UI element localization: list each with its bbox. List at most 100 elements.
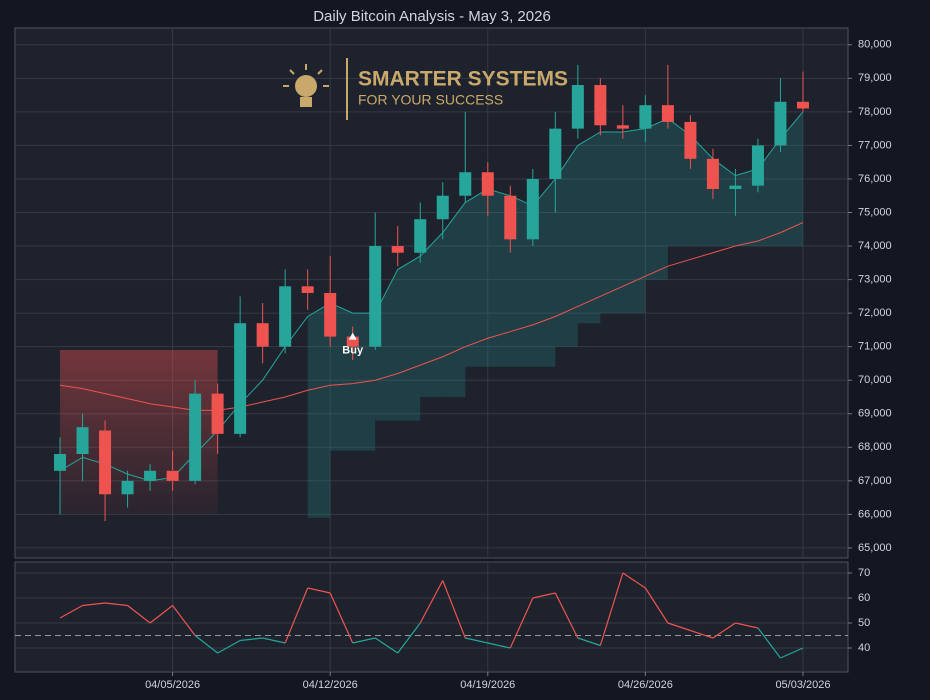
candle-body <box>729 185 742 190</box>
moving-average <box>59 111 804 482</box>
y-tick-label: 70,000 <box>858 374 892 386</box>
candle-body <box>279 286 292 347</box>
rsi-segment <box>712 622 736 639</box>
rsi-segment <box>644 587 669 624</box>
y-tick-label: 71,000 <box>858 341 892 353</box>
rsi-segment <box>307 587 331 594</box>
stop-band <box>420 232 443 397</box>
logo-bulb-base <box>300 97 312 107</box>
candle-body <box>391 246 404 253</box>
candle-body <box>369 246 382 347</box>
moving-average <box>59 222 804 411</box>
rsi-segment <box>127 605 151 624</box>
logo <box>283 58 348 120</box>
x-tick-label: 04/26/2026 <box>618 679 673 691</box>
candle-body <box>594 85 607 126</box>
x-tick-label: 04/05/2026 <box>145 679 200 691</box>
y-tick-label: 50 <box>858 617 870 629</box>
rsi-segment <box>622 572 646 589</box>
candle-body <box>346 336 359 347</box>
y-tick-label: 40 <box>858 642 870 654</box>
candle-body <box>504 195 517 240</box>
rsi-segment <box>419 580 444 624</box>
logo-bulb <box>295 75 317 97</box>
candle-body <box>189 393 202 481</box>
candle-body <box>661 105 674 122</box>
y-tick-label: 72,000 <box>858 307 892 319</box>
logo-rays <box>283 64 329 87</box>
y-tick-label: 60 <box>858 592 870 604</box>
candle-body <box>706 158 719 190</box>
candle-body <box>459 172 472 196</box>
y-tick-label: 67,000 <box>858 475 892 487</box>
rsi-segment <box>82 602 106 607</box>
stop-band <box>622 128 646 314</box>
rsi-segment <box>442 580 466 639</box>
y-tick-label: 66,000 <box>858 508 892 520</box>
candle-body <box>324 293 337 337</box>
candle-body <box>549 128 562 179</box>
candle-body <box>76 427 89 455</box>
candle-body <box>571 85 584 129</box>
candle-body <box>616 125 629 129</box>
candle-body <box>121 480 134 495</box>
rsi-segment <box>59 604 83 619</box>
y-tick-label: 69,000 <box>858 408 892 420</box>
candle-body <box>639 105 652 129</box>
candle-body <box>256 323 269 347</box>
rsi-segment <box>532 592 556 599</box>
rsi-segment <box>217 639 241 654</box>
rsi-segment <box>329 592 354 644</box>
stop-band <box>645 118 668 280</box>
plot-layer: 04/05/2026 04/12/2026 04/19/2026 04/26/2026… <box>15 28 892 691</box>
logo-title: SMARTER SYSTEMS <box>358 68 568 91</box>
y-tick-label: 78,000 <box>858 106 892 118</box>
candle-body <box>54 454 67 471</box>
candle-body <box>166 470 179 481</box>
stop-band <box>555 145 578 347</box>
rsi-segment <box>735 622 759 629</box>
candle-body <box>774 101 787 146</box>
rsi-segment <box>284 587 309 644</box>
y-tick-label: 74,000 <box>858 240 892 252</box>
rsi-segment <box>352 637 376 644</box>
stop-band <box>577 131 601 324</box>
x-tick-label: 04/12/2026 <box>303 679 358 691</box>
rsi-segment <box>104 602 128 607</box>
buy-marker <box>348 332 357 340</box>
y-tick-label: 79,000 <box>858 72 892 84</box>
rsi-segment <box>509 597 534 649</box>
x-tick-label: 05/03/2026 <box>775 679 830 691</box>
chart-title: Daily Bitcoin Analysis - May 3, 2026 <box>313 8 551 25</box>
y-tick-label: 76,000 <box>858 173 892 185</box>
candle-body <box>414 219 427 253</box>
annotation: Buy <box>342 345 364 357</box>
y-tick-label: 70 <box>858 567 870 579</box>
stop-band <box>600 131 623 314</box>
rsi-panel <box>14 561 849 673</box>
y-tick-label: 77,000 <box>858 139 892 151</box>
rsi-segment <box>554 592 579 639</box>
rsi-segment <box>172 605 196 636</box>
rsi-segment <box>599 572 624 646</box>
rsi-segment <box>194 635 218 654</box>
rsi-segment <box>757 627 781 659</box>
candle-body <box>526 178 539 240</box>
candle-body <box>234 323 247 434</box>
candle-body <box>301 286 314 293</box>
stop-band <box>307 303 331 518</box>
rsi-segment <box>577 637 601 647</box>
candle-body <box>144 470 157 481</box>
rsi-segment <box>397 622 421 654</box>
stop-band <box>397 256 421 421</box>
candle-body <box>436 195 449 220</box>
logo-subtitle: FOR YOUR SUCCESS <box>358 92 503 108</box>
y-tick-label: 65,000 <box>858 542 892 554</box>
candle-body <box>796 101 809 109</box>
stop-band <box>465 189 488 367</box>
candle-body <box>99 430 112 495</box>
rsi-segment <box>667 622 691 632</box>
y-tick-label: 68,000 <box>858 441 892 453</box>
stop-band <box>442 202 466 397</box>
